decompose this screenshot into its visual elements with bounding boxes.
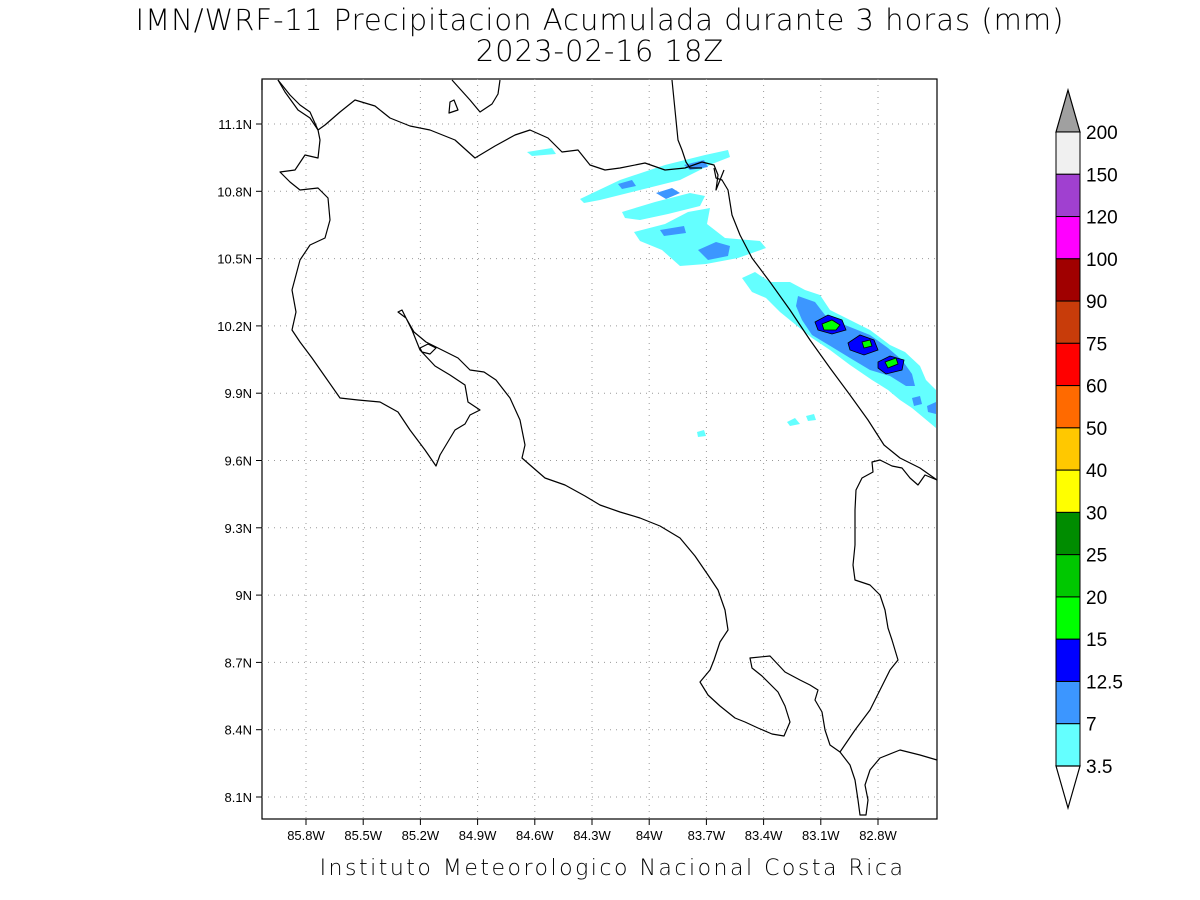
colorbar-swatch [1055, 173, 1081, 218]
colorbar-swatch [1055, 216, 1081, 260]
lat-tick-label: 8.7N [225, 655, 252, 670]
colorbar-label: 25 [1086, 546, 1107, 567]
colorbar-labels: 200 150 120 100 90 75 60 50 40 30 25 20 15 12.5 7 3.5 [1086, 123, 1123, 778]
footer-credit: Instituto Meteorologico Nacional Costa R… [319, 856, 906, 881]
colorbar-label: 200 [1086, 123, 1118, 144]
lat-tick-label: 10.2N [217, 319, 252, 334]
panama-border [839, 749, 938, 816]
precip-cell-green [821, 319, 841, 331]
lake-island [448, 99, 459, 114]
precip-cell-lightblue [660, 226, 686, 236]
lat-tick-label: 11.1N [218, 117, 252, 132]
colorbar-boxes [1055, 131, 1081, 767]
colorbar-label: 12.5 [1086, 672, 1123, 693]
lat-tick-label: 10.8N [217, 184, 252, 199]
precip-cell-cyan [622, 193, 705, 220]
colorbar-label: 150 [1086, 165, 1118, 186]
colorbar-swatch [1055, 258, 1081, 302]
lon-tick-label: 84.3W [573, 828, 611, 843]
lat-tick-label: 8.4N [225, 723, 252, 738]
precip-cell-cyan [527, 148, 556, 156]
latitude-labels: 11.1N 10.8N 10.5N 10.2N 9.9N 9.6N 9.3N 9N 8.7N 8.… [217, 117, 252, 805]
lon-tick-label: 84.9W [459, 828, 497, 843]
coastlines-borders [261, 79, 938, 816]
lon-tick-label: 85.8W [287, 828, 325, 843]
lon-tick-label: 84.6W [516, 828, 554, 843]
lat-tick-label: 9.9N [225, 386, 252, 401]
precip-cell-cyan [697, 430, 706, 437]
lon-tick-label: 85.2W [402, 828, 440, 843]
precip-cell-lightblue [912, 396, 922, 406]
gulf-nicoya-island [419, 343, 437, 355]
colorbar-label: 100 [1086, 250, 1118, 271]
precip-cell-green [861, 339, 873, 349]
colorbar-label: 30 [1086, 503, 1107, 524]
colorbar-swatch [1055, 596, 1081, 640]
colorbar-label: 40 [1086, 461, 1107, 482]
lat-tick-label: 9N [235, 588, 252, 603]
nicaragua-caribbean-coast [671, 79, 702, 169]
colorbar-label: 15 [1086, 630, 1107, 651]
colorbar-swatch [1055, 554, 1081, 598]
colorbar-label: 120 [1086, 208, 1118, 229]
colorbar-swatch [1055, 723, 1081, 767]
map-datetime: 2023-02-16 18Z [475, 34, 725, 68]
colorbar-underflow-triangle [1055, 765, 1081, 811]
axis-ticks [256, 123, 879, 825]
colorbar: 200 150 120 100 90 75 60 50 40 30 25 20 15 12.5 7 3.5 [1055, 87, 1123, 811]
colorbar-swatch [1055, 385, 1081, 429]
colorbar-swatch [1055, 511, 1081, 556]
precip-cell-lightblue [927, 402, 936, 414]
colorbar-label: 50 [1086, 419, 1107, 440]
precip-cell-lightblue [656, 188, 680, 199]
colorbar-swatch [1055, 680, 1081, 725]
precip-cell-cyan [634, 208, 766, 266]
colorbar-swatch [1055, 427, 1081, 471]
lat-tick-label: 9.6N [225, 454, 252, 469]
lon-tick-label: 85.5W [344, 828, 382, 843]
lon-tick-label: 83.7W [688, 828, 726, 843]
colorbar-label: 7 [1086, 715, 1097, 736]
map-title: IMN/WRF-11 Precipitacion Acumulada duran… [135, 3, 1065, 37]
colorbar-swatch [1055, 300, 1081, 344]
colorbar-label: 60 [1086, 377, 1107, 398]
lon-tick-label: 83.4W [745, 828, 783, 843]
precip-cell-green [884, 357, 899, 369]
lat-tick-label: 9.3N [225, 521, 252, 536]
coast-pacific [261, 79, 938, 753]
lake-nicaragua-shore [451, 79, 501, 113]
colorbar-overflow-triangle [1055, 87, 1081, 133]
lat-tick-label: 10.5N [217, 252, 252, 267]
lon-tick-label: 82.8W [859, 828, 897, 843]
colorbar-label: 75 [1086, 334, 1107, 355]
colorbar-swatch [1055, 469, 1081, 513]
precip-cell-lightblue [698, 242, 730, 260]
plot-frame-group [261, 78, 938, 820]
colorbar-label: 90 [1086, 292, 1107, 313]
colorbar-swatch [1055, 131, 1081, 175]
lon-tick-label: 84W [636, 828, 663, 843]
precip-cell-cyan [787, 418, 800, 426]
colorbar-label: 3.5 [1086, 757, 1112, 778]
colorbar-swatch [1055, 638, 1081, 682]
nicaragua-border [277, 79, 725, 191]
plot-frame [261, 78, 938, 820]
lat-tick-label: 8.1N [225, 790, 252, 805]
precip-cell-cyan [806, 414, 816, 421]
colorbar-label: 20 [1086, 588, 1107, 609]
lon-tick-label: 83.1W [802, 828, 840, 843]
coast-caribbean [713, 167, 938, 481]
colorbar-swatch [1055, 342, 1081, 387]
precip-cell-lightblue [618, 180, 636, 189]
longitude-labels: 85.8W 85.5W 85.2W 84.9W 84.6W 84.3W 84W 83.7W 83… [287, 828, 897, 843]
